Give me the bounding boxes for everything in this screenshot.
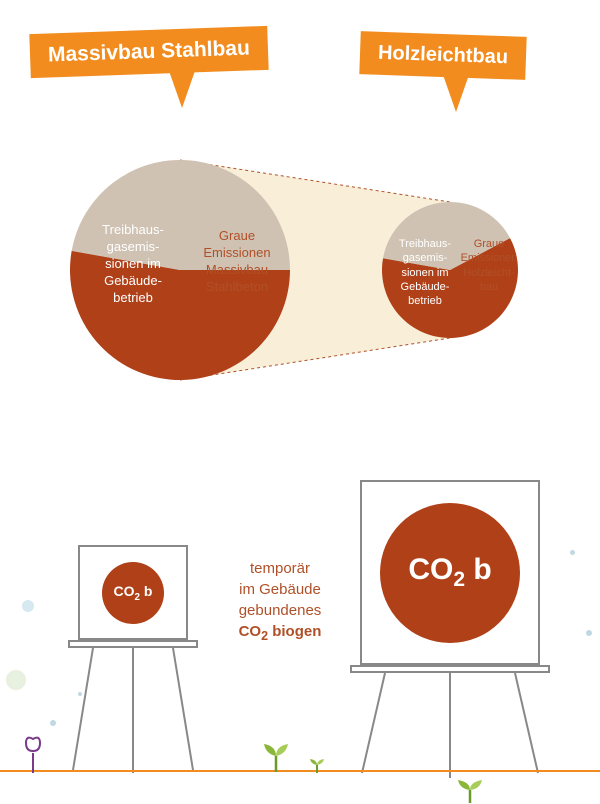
easel-large-legs — [350, 673, 550, 783]
co2-label: CO2 b — [114, 583, 153, 603]
easel-large: CO2 b — [360, 480, 540, 673]
easel-small-ledge — [68, 640, 198, 648]
bg-dot — [570, 550, 575, 555]
bg-dot — [6, 670, 26, 690]
ct2: im Gebäude — [220, 579, 340, 600]
easel-large-board: CO2 b — [360, 480, 540, 665]
bg-dot — [50, 720, 56, 726]
sprout-small-icon — [308, 758, 326, 774]
co2-circle-small: CO2 b — [102, 562, 164, 624]
ct3: gebundenes — [220, 600, 340, 621]
easel-large-ledge — [350, 665, 550, 673]
center-caption: temporär im Gebäude gebundenes CO2 bioge… — [220, 558, 340, 646]
easel-small-legs — [68, 648, 198, 778]
bg-dot — [586, 630, 592, 636]
ct1: temporär — [220, 558, 340, 579]
pie-right-label-right: GraueEmissionenHolzleicht-bau — [458, 237, 520, 294]
co2-label-large: CO2 b — [408, 553, 491, 592]
bg-dot — [22, 600, 34, 612]
co2-circle-large: CO2 b — [380, 503, 520, 643]
sprout-icon — [260, 742, 292, 774]
ground-line — [0, 770, 600, 772]
pie-right — [0, 0, 600, 450]
easel-small-board: CO2 b — [78, 545, 188, 640]
sprout-icon-2 — [455, 780, 485, 804]
tulip-icon — [18, 735, 48, 775]
easel-small: CO2 b — [78, 545, 188, 648]
pie-right-label-left: Treibhaus-gasemis-sionen imGebäude-betri… — [390, 237, 460, 308]
ct4: CO2 biogen — [220, 621, 340, 646]
